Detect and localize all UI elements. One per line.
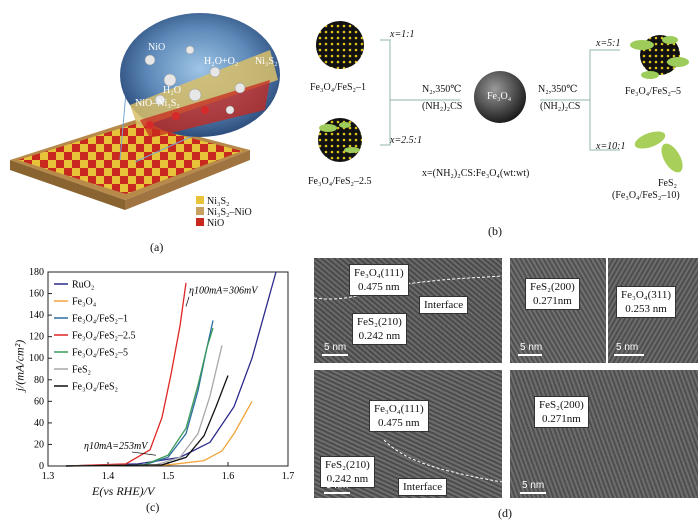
tem-bl-interface: Interface	[398, 478, 448, 496]
tem-tl-label-fe3o4: Fe₃O₄(111) 0.475 nm	[349, 264, 409, 296]
product-x25: Fe₃O₄/FeS₂–2.5	[308, 176, 372, 187]
label-nio: NiO	[148, 42, 166, 53]
y-tick-label: 180	[29, 267, 44, 278]
tem-image-bottom-right: FeS₂(200) 0.271nm 5 nm	[510, 370, 698, 498]
tem-image-top-left: Fe₃O₄(111) 0.475 nm FeS₂(210) 0.242 nm Int…	[314, 258, 502, 363]
y-tick-label: 120	[29, 332, 44, 343]
tem-image-top-right-b: Fe₃O₄(311) 0.253 nm 5 nm	[608, 258, 698, 363]
series-line-1	[65, 401, 253, 467]
annotation-arrow-eta10	[131, 451, 157, 456]
caption-b: (b)	[488, 224, 502, 238]
legend-ni3s2: Ni₃S₂	[207, 196, 230, 207]
y-tick-label: 100	[29, 353, 44, 364]
tem-image-bottom-left: Fe₃O₄(111) 0.475 nm FeS₂(210) 0.242 nm Int…	[314, 370, 502, 498]
cond-right-2: (NH₂)₂CS	[540, 101, 581, 112]
product-x5: Fe₃O₄/FeS₂–5	[625, 86, 682, 97]
panel-a: NiO H₂O+O₂ Ni₃S₂ H₂O NiO–Ni₃S₂ Ni₃S₂ Ni₃…	[0, 0, 300, 258]
fe3o4-label: Fe₃O₄	[487, 91, 512, 102]
tem-tr-label-fe3o4: Fe₃O₄(311) 0.253 nm	[616, 286, 677, 318]
panel-d: Fe₃O₄(111) 0.475 nm FeS₂(210) 0.242 nm Int…	[310, 258, 700, 522]
y-tick-label: 0	[39, 461, 44, 472]
x-tick-label: 1.7	[282, 471, 295, 482]
tem-tl-interface: Interface	[419, 296, 469, 314]
tem-bl-label-fe3o4: Fe₃O₄(111) 0.475 nm	[369, 400, 429, 432]
x-tick-label: 1.4	[102, 471, 115, 482]
annotation-arrow-eta100	[185, 296, 190, 307]
ratio-x25: x=2.5:1	[390, 135, 423, 146]
annotation-eta10: η10mA=253mV	[84, 441, 149, 452]
ratio-x5: x=5:1	[596, 38, 621, 49]
panel-a-legend: Ni₃S₂ Ni₃S₂–NiO NiO	[196, 196, 252, 229]
x-tick-label: 1.6	[222, 471, 235, 482]
legend-entry-5: FeS₂	[72, 365, 91, 376]
label-h2o: H₂O	[163, 85, 181, 96]
tem-tl-label-fes2: FeS₂(210) 0.242 nm	[352, 313, 407, 345]
scale-bar-tr-b: 5 nm	[616, 342, 639, 353]
legend-entry-6: Fe₃O₄/FeS₂	[72, 382, 118, 393]
tem-bl-label-fes2: FeS₂(210) 0.242 nm	[320, 456, 375, 488]
y-tick-label: 20	[34, 439, 44, 450]
series-line-6	[65, 375, 229, 467]
product-x1: Fe₃O₄/FeS₂–1	[310, 82, 367, 93]
particle-x1	[316, 21, 364, 69]
fe3o4-sphere	[474, 71, 526, 123]
product-x10-b: (Fe₃O₄/FeS₂–10)	[612, 190, 680, 201]
x-tick-label: 1.5	[162, 471, 175, 482]
annotation-eta100: η100mA=306mV	[189, 286, 259, 297]
legend-entry-0: RuO₂	[72, 280, 94, 291]
y-tick-label: 160	[29, 289, 44, 300]
cond-right-1: N₂,350℃	[538, 84, 578, 95]
nickel-foam-illustration	[10, 13, 280, 210]
cond-left-2: (NH₂)₂CS	[422, 101, 463, 112]
label-h2o-o2: H₂O+O₂	[204, 56, 239, 67]
scale-bar-bl: 5 nm	[326, 480, 349, 491]
caption-d: (d)	[498, 506, 512, 520]
scale-bar-tl: 5 nm	[324, 342, 347, 353]
scale-bar-tr-a: 5 nm	[520, 342, 543, 353]
legend-entry-2: Fe₃O₄/FeS₂–1	[72, 314, 128, 325]
y-tick-label: 60	[34, 396, 44, 407]
caption-c: (c)	[146, 500, 160, 514]
series-line-3	[65, 282, 187, 467]
cond-left-1: N₂,350℃	[422, 84, 462, 95]
x-axis-label: E(vs RHE)/V	[92, 484, 155, 498]
panel-b: x=1:1 x=2.5:1 x=5:1 x=10:1 N₂,350℃ (NH₂)…	[300, 0, 700, 258]
ratio-x10: x=10:1	[596, 141, 626, 152]
label-ni3s2-top: Ni₃S₂	[255, 56, 278, 67]
tem-image-top-right-a: FeS₂(200) 0.271nm 5 nm	[510, 258, 606, 363]
ratio-definition: x=(NH₂)₂CS:Fe₃O₄(wt:wt)	[422, 168, 530, 179]
x-tick-label: 1.3	[42, 471, 55, 482]
synthesis-scheme	[316, 21, 689, 173]
legend-ni3s2-nio: Ni₃S₂–NiO	[207, 207, 252, 218]
series-line-0	[65, 271, 277, 467]
legend-entry-3: Fe₃O₄/FeS₂–2.5	[72, 331, 136, 342]
scale-bar-br: 5 nm	[522, 480, 545, 491]
legend-nio: NiO	[207, 218, 225, 229]
tem-br-label-fes2: FeS₂(200) 0.271nm	[534, 396, 589, 428]
y-tick-label: 80	[34, 375, 44, 386]
lsv-chart: 0 20 40 60 80 100 120 140 160 180 1.3 1.4 1.5 1.6 1.7 R…	[29, 267, 295, 482]
legend-entry-4: Fe₃O₄/FeS₂–5	[72, 348, 128, 359]
legend-entry-1: Fe₃O₄	[72, 297, 97, 308]
y-tick-label: 40	[34, 418, 44, 429]
tem-tr-label-fes2: FeS₂(200) 0.271nm	[525, 278, 580, 310]
panel-c: 0 20 40 60 80 100 120 140 160 180 1.3 1.4 1.5 1.6 1.7 R…	[0, 258, 305, 522]
label-nio-ni3s2: NiO–Ni₃S₂	[135, 98, 180, 109]
caption-a: (a)	[150, 240, 164, 254]
fes2-sheets	[634, 131, 683, 173]
product-x10-a: FeS₂	[658, 178, 678, 189]
y-tick-label: 140	[29, 310, 44, 321]
y-axis-label: j/(mA/cm²)	[12, 339, 27, 392]
ratio-x1: x=1:1	[390, 29, 415, 40]
